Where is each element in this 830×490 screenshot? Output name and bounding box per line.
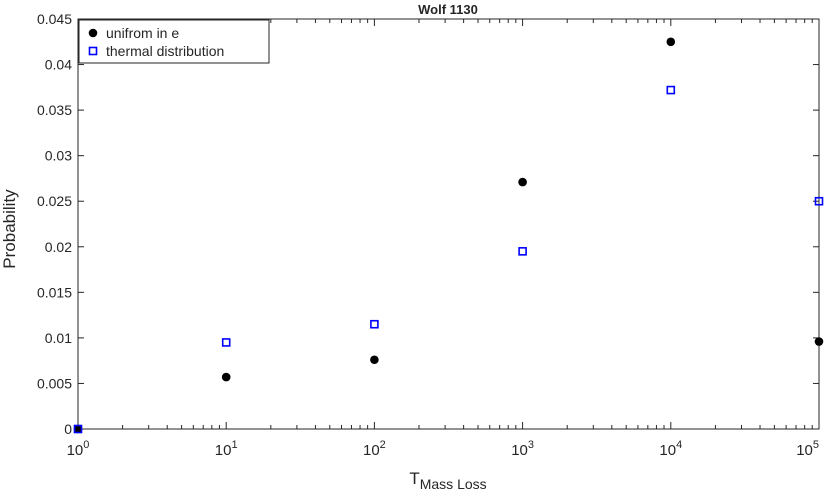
- plot-area: [77, 18, 820, 430]
- point-unifrom-in-e: [73, 424, 83, 434]
- legend-marker-unifrom-in-e: [88, 28, 98, 38]
- y-axis-label: Probability: [0, 189, 19, 269]
- y-tick-label: 0.02: [45, 239, 72, 255]
- point-thermal-distribution: [666, 85, 676, 95]
- axis-ticks: 0 0.005 0.01 0.015 0.02 0.025 0.03 0.035 0.04 0.0…: [37, 11, 820, 459]
- point-unifrom-in-e: [221, 372, 231, 382]
- y-tick-label: 0: [64, 421, 72, 437]
- legend: unifrom in e thermal distribution: [78, 19, 270, 64]
- point-unifrom-in-e: [814, 337, 824, 346]
- legend-label: unifrom in e: [106, 25, 179, 41]
- x-axis-label: TMass Loss: [409, 469, 486, 490]
- point-thermal-distribution: [518, 247, 527, 256]
- x-axis-label-main: T: [409, 469, 419, 488]
- y-tick-label: 0.025: [37, 193, 72, 209]
- x-tick-label: 103: [511, 439, 534, 459]
- y-tick-label: 0.03: [45, 148, 72, 164]
- x-tick-label: 100: [67, 439, 90, 459]
- x-axis-label-subscript: Mass Loss: [420, 476, 487, 490]
- point-thermal-distribution: [221, 338, 231, 347]
- legend-marker-thermal-distribution: [88, 46, 98, 56]
- y-tick-label: 0.035: [37, 102, 72, 118]
- x-tick-label: 104: [659, 439, 682, 459]
- x-tick-label: 101: [215, 439, 238, 459]
- point-thermal-distribution: [370, 319, 379, 329]
- y-tick-label: 0.045: [37, 11, 72, 27]
- y-tick-label: 0.04: [45, 57, 72, 73]
- point-unifrom-in-e: [518, 177, 527, 187]
- legend-label: thermal distribution: [106, 43, 224, 59]
- point-unifrom-in-e: [666, 37, 676, 47]
- x-tick-label: 102: [363, 439, 386, 459]
- legend-box: [78, 19, 270, 64]
- point-thermal-distribution: [73, 424, 83, 434]
- x-tick-label: 105: [796, 439, 819, 459]
- y-tick-label: 0.01: [45, 330, 72, 346]
- y-tick-label: 0.015: [37, 284, 72, 300]
- point-thermal-distribution: [814, 196, 824, 206]
- point-unifrom-in-e: [370, 355, 379, 365]
- y-tick-label: 0.005: [37, 375, 72, 391]
- data-points: [73, 37, 824, 434]
- chart-title: Wolf 1130: [418, 2, 478, 17]
